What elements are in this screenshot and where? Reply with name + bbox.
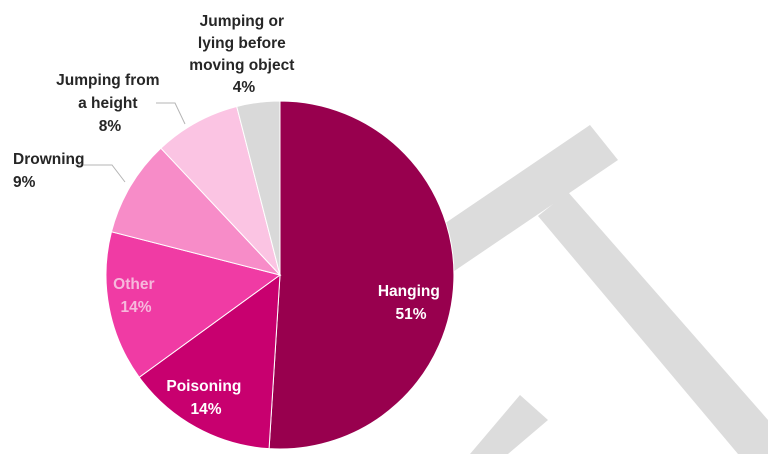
watermark-stem bbox=[538, 192, 768, 454]
pie-slices bbox=[105, 100, 455, 450]
leader-lines bbox=[75, 102, 186, 183]
leader-jumping-height bbox=[156, 102, 186, 125]
slice-drowning bbox=[110, 147, 282, 276]
label-poisoning: Poisoning 14% bbox=[166, 378, 245, 418]
slice-other bbox=[105, 231, 282, 378]
label-other: Other 14% bbox=[113, 276, 159, 316]
slice-hanging bbox=[268, 100, 455, 450]
label-drowning: Drowning 9% bbox=[13, 151, 89, 191]
slice-poisoning bbox=[138, 273, 281, 450]
slice-jumping-or-lying-before-moving-object bbox=[236, 100, 281, 276]
label-jumping-height: Jumping from a height 8% bbox=[56, 72, 164, 135]
label-jumping-moving: Jumping or lying before moving object 4% bbox=[189, 13, 298, 96]
label-hanging: Hanging 51% bbox=[378, 283, 444, 323]
watermark-stub bbox=[470, 395, 548, 454]
leader-drowning bbox=[75, 164, 126, 183]
slice-labels: Hanging 51% Poisoning 14% Other 14% Drow… bbox=[13, 13, 444, 418]
